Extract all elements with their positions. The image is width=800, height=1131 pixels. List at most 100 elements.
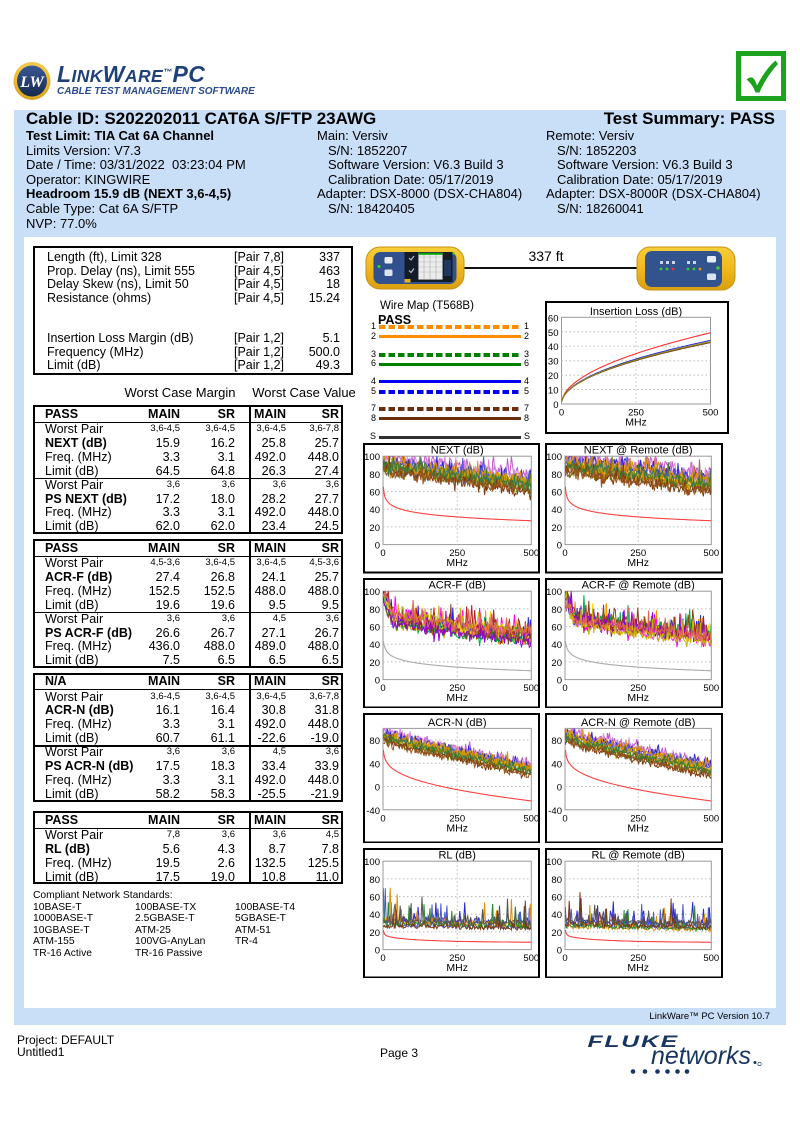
svg-text:0: 0 — [375, 675, 380, 686]
svg-text:40: 40 — [548, 342, 559, 353]
svg-text:80: 80 — [369, 736, 380, 747]
svg-text:500: 500 — [703, 813, 719, 824]
svg-text:MHz: MHz — [446, 822, 468, 834]
svg-text:100: 100 — [364, 857, 380, 868]
svg-text:60: 60 — [369, 622, 380, 633]
svg-text:MHz: MHz — [446, 962, 468, 974]
svg-text:250: 250 — [630, 813, 646, 824]
svg-text:MHz: MHz — [446, 557, 468, 569]
svg-text:100: 100 — [546, 452, 562, 463]
svg-text:60: 60 — [548, 313, 559, 324]
svg-text:100: 100 — [546, 857, 562, 868]
svg-text:MHz: MHz — [446, 692, 468, 704]
svg-text:20: 20 — [548, 371, 559, 382]
svg-text:40: 40 — [369, 910, 380, 921]
svg-text:ACR-N @ Remote (dB): ACR-N @ Remote (dB) — [581, 716, 695, 728]
svg-text:20: 20 — [369, 523, 380, 534]
svg-text:20: 20 — [551, 523, 562, 534]
svg-text:0: 0 — [559, 408, 564, 419]
svg-text:500: 500 — [703, 683, 719, 694]
svg-text:RL @ Remote (dB): RL @ Remote (dB) — [592, 849, 685, 861]
svg-text:0: 0 — [380, 683, 385, 694]
svg-text:MHz: MHz — [627, 822, 649, 834]
svg-text:20: 20 — [551, 657, 562, 668]
svg-text:0: 0 — [562, 953, 567, 964]
svg-text:500: 500 — [523, 683, 539, 694]
svg-text:250: 250 — [630, 548, 646, 559]
svg-text:0: 0 — [557, 945, 562, 956]
svg-text:60: 60 — [369, 892, 380, 903]
svg-text:LW: LW — [19, 74, 45, 91]
svg-text:60: 60 — [551, 622, 562, 633]
svg-text:100: 100 — [364, 452, 380, 463]
svg-text:20: 20 — [369, 927, 380, 938]
svg-text:250: 250 — [628, 408, 644, 419]
svg-text:80: 80 — [551, 604, 562, 615]
svg-text:-40: -40 — [548, 805, 562, 816]
svg-text:500: 500 — [703, 408, 719, 419]
svg-text:networks: networks — [651, 1042, 751, 1070]
svg-text:-40: -40 — [366, 805, 380, 816]
svg-text:500: 500 — [523, 953, 539, 964]
svg-text:40: 40 — [551, 759, 562, 770]
svg-text:0: 0 — [557, 541, 562, 552]
svg-text:80: 80 — [551, 736, 562, 747]
svg-text:40: 40 — [369, 505, 380, 516]
svg-text:LINKWARE™PC: LINKWARE™PC — [57, 61, 205, 87]
svg-text:Insertion Loss (dB): Insertion Loss (dB) — [590, 306, 682, 318]
svg-text:30: 30 — [548, 357, 559, 368]
svg-text:20: 20 — [551, 927, 562, 938]
svg-text:10: 10 — [548, 386, 559, 397]
svg-text:40: 40 — [551, 640, 562, 651]
svg-text:250: 250 — [449, 548, 465, 559]
svg-text:0: 0 — [375, 541, 380, 552]
svg-text:0: 0 — [375, 945, 380, 956]
svg-text:0: 0 — [562, 813, 567, 824]
svg-text:FLUKE: FLUKE — [588, 1033, 679, 1051]
svg-text:80: 80 — [369, 470, 380, 481]
svg-text:0: 0 — [380, 813, 385, 824]
svg-text:0: 0 — [553, 400, 558, 411]
svg-text:0: 0 — [380, 953, 385, 964]
svg-text:0: 0 — [557, 782, 562, 793]
svg-text:40: 40 — [551, 505, 562, 516]
svg-text:500: 500 — [523, 548, 539, 559]
svg-text:250: 250 — [449, 953, 465, 964]
svg-text:500: 500 — [523, 813, 539, 824]
svg-text:250: 250 — [630, 683, 646, 694]
svg-text:MHz: MHz — [627, 557, 649, 569]
svg-text:0: 0 — [380, 548, 385, 559]
svg-text:80: 80 — [369, 874, 380, 885]
svg-text:MHz: MHz — [627, 692, 649, 704]
svg-text:80: 80 — [551, 874, 562, 885]
svg-text:20: 20 — [369, 657, 380, 668]
svg-text:0: 0 — [562, 683, 567, 694]
svg-text:ACR-F @ Remote (dB): ACR-F @ Remote (dB) — [582, 579, 695, 591]
svg-text:337 ft: 337 ft — [528, 248, 563, 264]
svg-text:50: 50 — [548, 328, 559, 339]
svg-text:100: 100 — [546, 587, 562, 598]
svg-text:60: 60 — [369, 488, 380, 499]
svg-text:250: 250 — [449, 813, 465, 824]
svg-text:500: 500 — [703, 548, 719, 559]
svg-text:ACR-N (dB): ACR-N (dB) — [428, 716, 487, 728]
svg-text:60: 60 — [551, 892, 562, 903]
svg-text:CABLE TEST MANAGEMENT SOFTWARE: CABLE TEST MANAGEMENT SOFTWARE — [57, 86, 255, 97]
svg-text:0: 0 — [562, 548, 567, 559]
svg-text:NEXT (dB): NEXT (dB) — [431, 445, 484, 457]
svg-text:0: 0 — [375, 782, 380, 793]
svg-text:40: 40 — [369, 759, 380, 770]
svg-text:100: 100 — [364, 587, 380, 598]
svg-text:500: 500 — [703, 953, 719, 964]
svg-text:MHz: MHz — [627, 962, 649, 974]
svg-text:0: 0 — [557, 675, 562, 686]
svg-text:NEXT @ Remote (dB): NEXT @ Remote (dB) — [584, 445, 693, 457]
svg-text:60: 60 — [551, 488, 562, 499]
svg-text:40: 40 — [551, 910, 562, 921]
svg-text:ACR-F (dB): ACR-F (dB) — [428, 579, 485, 591]
svg-text:40: 40 — [369, 640, 380, 651]
svg-text:MHz: MHz — [625, 417, 647, 429]
svg-text:80: 80 — [369, 604, 380, 615]
svg-text:250: 250 — [449, 683, 465, 694]
svg-text:80: 80 — [551, 470, 562, 481]
